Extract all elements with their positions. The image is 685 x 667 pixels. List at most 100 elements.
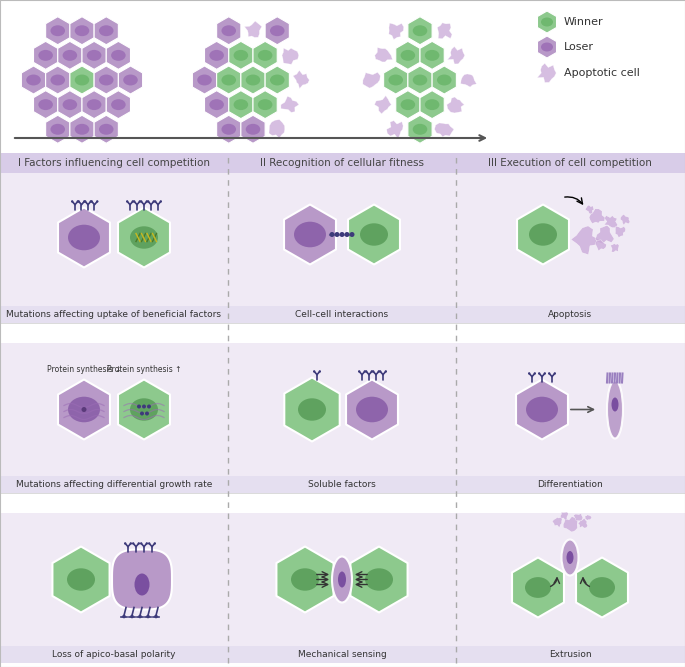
- Polygon shape: [46, 66, 70, 94]
- Ellipse shape: [26, 75, 41, 85]
- Bar: [0, 513, 228, 663]
- Ellipse shape: [99, 25, 114, 36]
- Circle shape: [365, 370, 367, 373]
- Ellipse shape: [67, 568, 95, 591]
- Ellipse shape: [246, 124, 260, 135]
- Polygon shape: [563, 516, 577, 532]
- Polygon shape: [284, 205, 336, 265]
- Circle shape: [132, 542, 134, 545]
- Polygon shape: [420, 91, 445, 119]
- Polygon shape: [82, 91, 106, 119]
- Bar: [0, 153, 685, 173]
- Text: Loser: Loser: [564, 42, 594, 52]
- Ellipse shape: [99, 75, 114, 85]
- Ellipse shape: [221, 25, 236, 36]
- Polygon shape: [70, 17, 94, 45]
- Polygon shape: [538, 36, 556, 58]
- Polygon shape: [615, 226, 625, 237]
- Ellipse shape: [234, 50, 248, 61]
- Polygon shape: [621, 214, 630, 225]
- Bar: [228, 343, 456, 493]
- Circle shape: [160, 200, 162, 203]
- Polygon shape: [375, 47, 393, 62]
- Ellipse shape: [365, 568, 393, 591]
- Polygon shape: [461, 74, 477, 87]
- Ellipse shape: [356, 397, 388, 422]
- Ellipse shape: [51, 75, 65, 85]
- Circle shape: [138, 200, 141, 203]
- Polygon shape: [571, 226, 599, 255]
- Ellipse shape: [221, 124, 236, 135]
- Bar: [0, 343, 228, 493]
- Ellipse shape: [541, 17, 553, 27]
- Ellipse shape: [425, 50, 439, 61]
- Polygon shape: [118, 207, 170, 267]
- Ellipse shape: [210, 50, 224, 61]
- Text: Differentiation: Differentiation: [537, 480, 603, 489]
- Polygon shape: [517, 205, 569, 265]
- Circle shape: [138, 615, 142, 618]
- Ellipse shape: [246, 75, 260, 85]
- Polygon shape: [229, 41, 253, 69]
- Text: Cell-cell interactions: Cell-cell interactions: [295, 310, 388, 319]
- Ellipse shape: [68, 225, 100, 250]
- Circle shape: [358, 370, 360, 373]
- Polygon shape: [58, 41, 82, 69]
- Ellipse shape: [51, 124, 65, 135]
- Ellipse shape: [388, 75, 403, 85]
- Polygon shape: [537, 63, 556, 83]
- Ellipse shape: [541, 43, 553, 51]
- Circle shape: [132, 200, 134, 203]
- Polygon shape: [516, 380, 568, 440]
- Polygon shape: [363, 72, 380, 88]
- Ellipse shape: [589, 577, 615, 598]
- Circle shape: [345, 232, 349, 237]
- Polygon shape: [447, 97, 464, 113]
- Ellipse shape: [607, 380, 623, 438]
- Circle shape: [147, 404, 151, 408]
- Circle shape: [145, 412, 149, 416]
- Polygon shape: [578, 518, 588, 528]
- Polygon shape: [552, 517, 562, 528]
- Circle shape: [377, 370, 380, 373]
- Polygon shape: [253, 41, 277, 69]
- Circle shape: [122, 615, 126, 618]
- Ellipse shape: [123, 75, 138, 85]
- Polygon shape: [293, 71, 310, 89]
- Polygon shape: [375, 95, 391, 114]
- Ellipse shape: [221, 75, 236, 85]
- Polygon shape: [216, 66, 241, 94]
- Circle shape: [146, 615, 150, 618]
- Ellipse shape: [525, 577, 551, 598]
- Polygon shape: [94, 66, 119, 94]
- Bar: [456, 343, 685, 493]
- Text: Soluble factors: Soluble factors: [308, 480, 376, 489]
- Ellipse shape: [332, 556, 352, 602]
- Ellipse shape: [51, 25, 65, 36]
- Circle shape: [130, 615, 134, 618]
- Ellipse shape: [130, 226, 158, 249]
- Ellipse shape: [130, 398, 158, 421]
- Bar: [0, 476, 685, 493]
- Bar: [0, 306, 685, 323]
- Polygon shape: [192, 66, 216, 94]
- Polygon shape: [94, 115, 119, 143]
- Polygon shape: [269, 119, 285, 138]
- Text: Apoptotic cell: Apoptotic cell: [564, 68, 640, 78]
- Polygon shape: [408, 115, 432, 143]
- Circle shape: [544, 372, 546, 375]
- Polygon shape: [420, 41, 445, 69]
- Polygon shape: [58, 207, 110, 267]
- Polygon shape: [384, 66, 408, 94]
- Circle shape: [313, 370, 315, 373]
- Text: Protein synthesis ↑: Protein synthesis ↑: [107, 364, 182, 374]
- Polygon shape: [346, 380, 398, 440]
- Polygon shape: [70, 115, 94, 143]
- Polygon shape: [253, 91, 277, 119]
- Bar: [228, 173, 456, 323]
- Ellipse shape: [197, 75, 212, 85]
- Polygon shape: [512, 558, 564, 618]
- Polygon shape: [284, 378, 340, 442]
- Polygon shape: [46, 17, 70, 45]
- Polygon shape: [229, 91, 253, 119]
